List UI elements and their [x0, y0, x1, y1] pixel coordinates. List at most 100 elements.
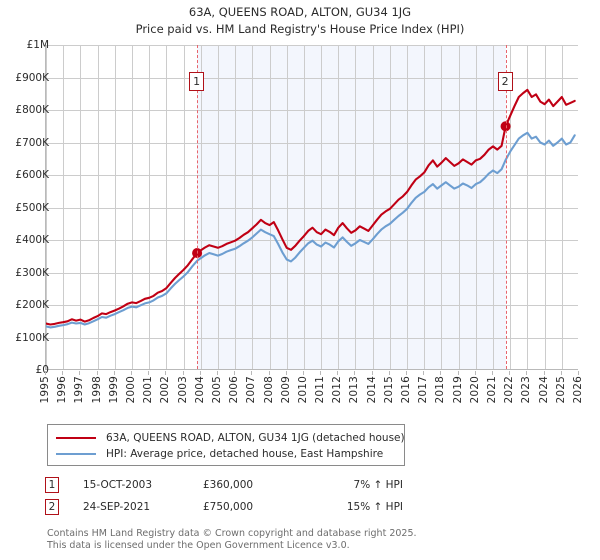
x-axis-tick-label: 2019 — [451, 376, 464, 404]
gridline-vertical — [166, 45, 167, 369]
gridline-horizontal — [46, 338, 578, 339]
gridline-vertical — [270, 45, 271, 369]
gridline-vertical — [441, 45, 442, 369]
x-axis-tick — [389, 371, 390, 375]
gridline-vertical — [373, 45, 374, 369]
y-axis-tick-label: £400K — [15, 234, 49, 246]
x-axis-tick — [234, 371, 235, 375]
x-axis-tick — [62, 371, 63, 375]
ownership-span-highlight — [197, 45, 506, 369]
gridline-vertical — [115, 45, 116, 369]
transaction-marker-2: 2 — [45, 499, 59, 515]
y-axis-tick-label: £600K — [15, 169, 49, 181]
series-line — [46, 131, 576, 329]
gridline-vertical — [459, 45, 460, 369]
gridline-vertical — [63, 45, 64, 369]
x-axis-tick — [148, 371, 149, 375]
x-axis-tick — [440, 371, 441, 375]
gridline-vertical — [562, 45, 563, 369]
x-axis-tick — [372, 371, 373, 375]
x-axis-tick — [561, 371, 562, 375]
page-title: 63A, QUEENS ROAD, ALTON, GU34 1JG — [188, 5, 412, 19]
x-axis-tick-label: 2008 — [262, 376, 275, 404]
x-axis-tick-label: 2017 — [417, 376, 430, 404]
x-axis-tick-label: 2007 — [245, 376, 258, 404]
x-axis-tick — [475, 371, 476, 375]
x-axis-tick — [165, 371, 166, 375]
gridline-horizontal — [46, 305, 578, 306]
y-axis-tick-label: £800K — [15, 104, 49, 116]
table-row: 2 24-SEP-2021 £750,000 15% ↑ HPI — [45, 496, 445, 518]
x-axis-tick — [337, 371, 338, 375]
x-axis-tick — [526, 371, 527, 375]
y-axis-tick-label: £200K — [15, 299, 49, 311]
gridline-horizontal — [46, 273, 578, 274]
gridline-vertical — [510, 45, 511, 369]
gridline-vertical — [184, 45, 185, 369]
x-axis-tick-label: 2005 — [210, 376, 223, 404]
event-marker-flag-1: 1 — [189, 72, 205, 91]
x-axis-tick — [97, 371, 98, 375]
x-axis-tick — [251, 371, 252, 375]
transaction-marker-1: 1 — [45, 477, 59, 493]
x-axis-tick-label: 2022 — [503, 376, 516, 404]
x-axis-tick-label: 2020 — [468, 376, 481, 404]
chart-titles: 63A, QUEENS ROAD, ALTON, GU34 1JG Price … — [0, 4, 600, 38]
x-axis-tick-label: 2025 — [554, 376, 567, 404]
transaction-hpi-delta: 7% ↑ HPI — [353, 479, 403, 491]
x-axis-tick — [79, 371, 80, 375]
legend-label-hpi: HPI: Average price, detached house, East… — [106, 448, 384, 460]
x-axis-tick — [544, 371, 545, 375]
transaction-price: £750,000 — [203, 501, 254, 513]
x-axis-tick-label: 2011 — [314, 376, 327, 404]
event-marker-flag-2: 2 — [497, 72, 513, 91]
gridline-vertical — [424, 45, 425, 369]
x-axis-tick — [320, 371, 321, 375]
legend-item-price-paid: 63A, QUEENS ROAD, ALTON, GU34 1JG (detac… — [56, 430, 405, 446]
x-axis-tick-label: 2003 — [176, 376, 189, 404]
event-vline — [197, 45, 198, 369]
chart-legend: 63A, QUEENS ROAD, ALTON, GU34 1JG (detac… — [47, 424, 405, 466]
chart-subtitle: Price paid vs. HM Land Registry's House … — [135, 22, 465, 36]
footer-line-1: Contains HM Land Registry data © Crown c… — [47, 528, 417, 539]
chart-series-lines — [46, 88, 576, 329]
x-axis-tick — [354, 371, 355, 375]
x-axis-tick — [200, 371, 201, 375]
legend-swatch-price-paid — [56, 437, 96, 439]
x-axis-tick-label: 1998 — [90, 376, 103, 404]
event-vline — [506, 45, 507, 369]
attribution-footer: Contains HM Land Registry data © Crown c… — [47, 528, 587, 551]
gridline-vertical — [493, 45, 494, 369]
x-axis-tick-label: 1997 — [73, 376, 86, 404]
x-axis-tick — [303, 371, 304, 375]
x-axis-tick-label: 1995 — [39, 376, 51, 404]
x-axis-tick-label: 2023 — [520, 376, 533, 404]
gridline-vertical — [149, 45, 150, 369]
x-axis-tick-label: 2010 — [296, 376, 309, 404]
x-axis-tick — [131, 371, 132, 375]
chart-plot-area — [45, 45, 578, 370]
gridline-vertical — [98, 45, 99, 369]
x-axis-tick — [269, 371, 270, 375]
x-axis-tick — [406, 371, 407, 375]
x-axis-tick-label: 2024 — [537, 376, 550, 404]
gridline-vertical — [132, 45, 133, 369]
x-axis-tick-label: 2014 — [365, 376, 378, 404]
gridline-vertical — [304, 45, 305, 369]
gridline-vertical — [527, 45, 528, 369]
x-axis-tick-label: 2009 — [279, 376, 292, 404]
series-line — [46, 88, 576, 326]
gridline-vertical — [338, 45, 339, 369]
x-axis-tick-label: 2016 — [400, 376, 413, 404]
x-axis-tick — [423, 371, 424, 375]
x-axis-tick-label: 2001 — [142, 376, 155, 404]
transaction-hpi-delta: 15% ↑ HPI — [346, 501, 403, 513]
legend-swatch-hpi — [56, 453, 96, 455]
x-axis-tick — [492, 371, 493, 375]
x-axis-tick — [217, 371, 218, 375]
gridline-vertical — [545, 45, 546, 369]
y-axis-tick-label: £1M — [26, 39, 49, 51]
x-axis-tick — [183, 371, 184, 375]
gridline-horizontal — [46, 45, 578, 46]
legend-item-hpi: HPI: Average price, detached house, East… — [56, 446, 404, 462]
